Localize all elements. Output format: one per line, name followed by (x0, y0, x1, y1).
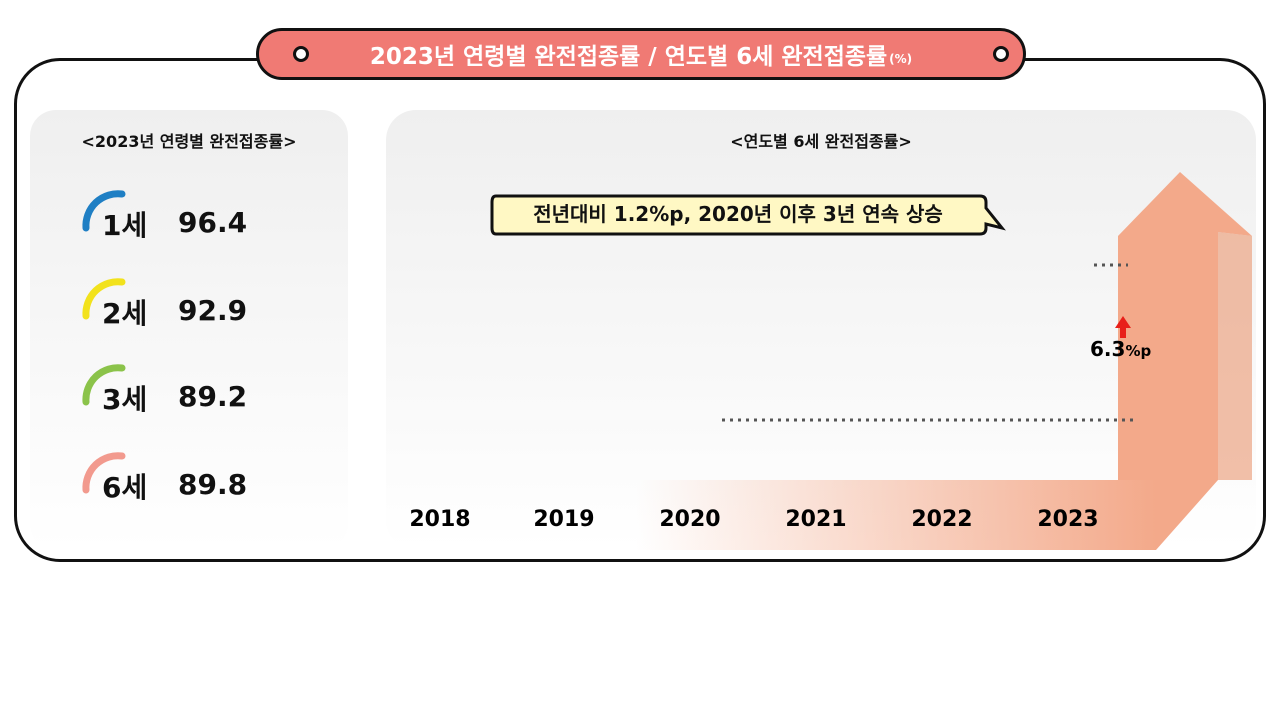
age-value: 89.8 (178, 468, 248, 501)
age-arc-icon (82, 278, 126, 320)
age-row: 6세 89.8 (80, 444, 340, 504)
age-value: 92.9 (178, 294, 248, 327)
age-arc-icon (82, 190, 126, 232)
x-tick-label: 2019 (533, 507, 594, 532)
change-label: 6.3%p (1090, 337, 1151, 361)
age-panel: <2023년 연령별 완전접종률> 1세 96.4 2세 92.9 3세 89.2 6세 89… (30, 110, 348, 550)
x-tick-label: 2023 (1037, 507, 1098, 532)
trend-chart: 88.384.883.586.188.689.82018201920202021… (409, 172, 1252, 550)
rising-band (636, 480, 1156, 550)
age-label: 1세 (102, 209, 148, 242)
age-value: 96.4 (178, 206, 248, 239)
x-tick-label: 2022 (911, 507, 972, 532)
rising-arrow (1118, 172, 1252, 550)
age-arc-icon (82, 452, 126, 494)
callout-shape (490, 194, 1006, 236)
x-tick-label: 2020 (659, 507, 720, 532)
age-label: 2세 (102, 297, 148, 330)
age-value: 89.2 (178, 380, 248, 413)
age-row: 2세 92.9 (80, 270, 340, 330)
title-dot-left (293, 46, 309, 62)
trend-panel-title: <연도별 6세 완전접종률> (730, 132, 912, 151)
callout-text: 전년대비 1.2%p, 2020년 이후 3년 연속 상승 (533, 202, 943, 226)
title-unit: (%) (889, 52, 913, 66)
x-tick-label: 2021 (785, 507, 846, 532)
up-arrow-icon (1115, 316, 1131, 338)
age-panel-title: <2023년 연령별 완전접종률> (81, 132, 297, 151)
age-label: 6세 (102, 471, 148, 504)
age-row: 1세 96.4 (80, 182, 340, 242)
callout-box: 전년대비 1.2%p, 2020년 이후 3년 연속 상승 (490, 194, 1006, 236)
title-banner: 2023년 연령별 완전접종률 / 연도별 6세 완전접종률 (%) (256, 28, 1026, 80)
age-arc-icon (82, 364, 126, 406)
x-tick-label: 2018 (409, 507, 470, 532)
rising-arrow-side (1218, 232, 1252, 480)
age-row: 3세 89.2 (80, 356, 340, 416)
page-title: 2023년 연령별 완전접종률 / 연도별 6세 완전접종률 (369, 44, 888, 70)
trend-panel: <연도별 6세 완전접종률> 88.384.883.586.188.689.82… (386, 110, 1256, 550)
age-label: 3세 (102, 383, 148, 416)
change-unit: %p (1125, 342, 1151, 360)
title-dot-right (993, 46, 1009, 62)
